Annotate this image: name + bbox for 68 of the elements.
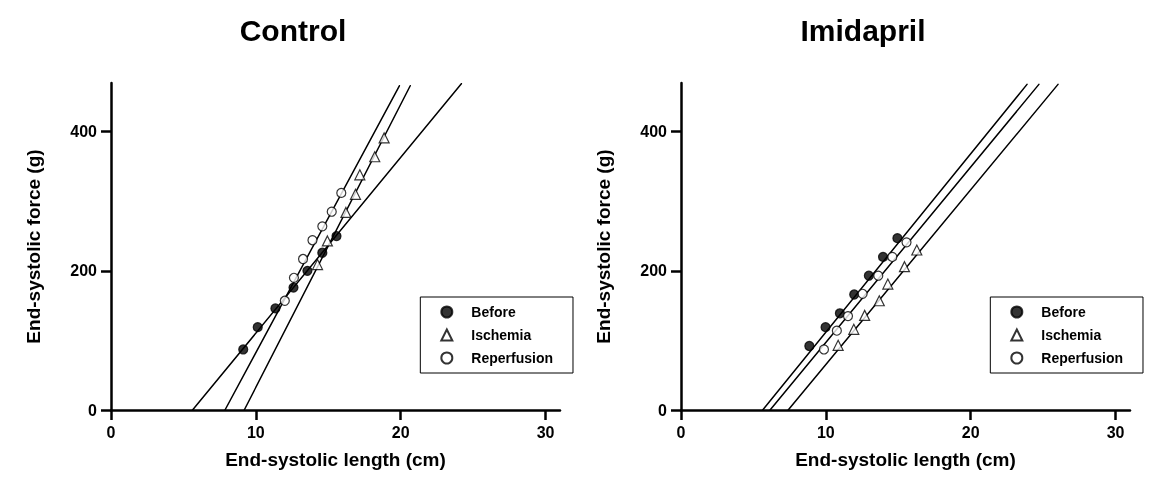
point (302, 265, 313, 276)
point (331, 230, 342, 242)
chart-title: Imidapril (800, 13, 926, 47)
point (252, 322, 263, 333)
y-axis-title: End-systolic force (g) (593, 149, 614, 344)
point (820, 322, 831, 333)
point (873, 270, 884, 281)
y-tick-label: 0 (658, 401, 668, 419)
y-tick-label: 0 (88, 401, 98, 419)
point (804, 340, 815, 352)
chart-title: Control (239, 13, 347, 47)
x-tick-label: 20 (961, 423, 980, 441)
legend-label: Before (471, 304, 516, 320)
point (911, 244, 923, 256)
point (831, 325, 842, 336)
point (288, 282, 299, 293)
point (877, 251, 889, 263)
x-tick-label: 30 (1106, 423, 1125, 441)
x-axis-title: End-systolic length (cm) (225, 449, 446, 470)
point (887, 251, 898, 263)
y-tick-label: 400 (70, 123, 98, 141)
point (288, 272, 300, 283)
point (279, 295, 290, 306)
point (834, 308, 845, 319)
y-tick-label: 200 (70, 262, 98, 280)
point (818, 344, 830, 355)
y-axis-title: End-systolic force (g) (23, 149, 44, 344)
point (832, 339, 844, 351)
y-tick-label: 200 (640, 262, 668, 280)
point (317, 221, 328, 232)
point (336, 187, 347, 199)
point (349, 188, 362, 200)
point (326, 206, 337, 217)
point (842, 310, 854, 322)
point (378, 132, 390, 144)
point (307, 235, 318, 246)
y-tick-label: 400 (640, 123, 668, 141)
x-tick-label: 10 (246, 423, 265, 441)
point (311, 258, 324, 271)
legend-label: Ischemia (1041, 327, 1102, 343)
point (317, 247, 328, 258)
point (863, 270, 874, 281)
point (898, 261, 911, 273)
x-tick-label: 0 (106, 423, 116, 441)
point (354, 169, 366, 181)
point (321, 235, 333, 247)
point (873, 295, 885, 307)
point (901, 237, 912, 248)
point (882, 278, 894, 290)
legend-label: Reperfusion (1041, 350, 1124, 366)
legend-label: Ischemia (471, 327, 532, 343)
point (849, 289, 860, 300)
point (859, 309, 871, 321)
x-tick-label: 30 (536, 423, 555, 441)
point (297, 253, 309, 265)
point (270, 303, 281, 314)
point (848, 323, 860, 335)
legend-label: Reperfusion (471, 350, 554, 366)
x-tick-label: 10 (816, 423, 835, 441)
x-tick-label: 0 (676, 423, 686, 441)
point (892, 233, 903, 244)
x-tick-label: 20 (391, 423, 410, 441)
point (238, 344, 249, 355)
point (340, 206, 352, 219)
x-axis-title: End-systolic length (cm) (795, 449, 1016, 470)
point (369, 151, 381, 163)
point (857, 288, 868, 299)
legend-label: Before (1041, 304, 1086, 320)
